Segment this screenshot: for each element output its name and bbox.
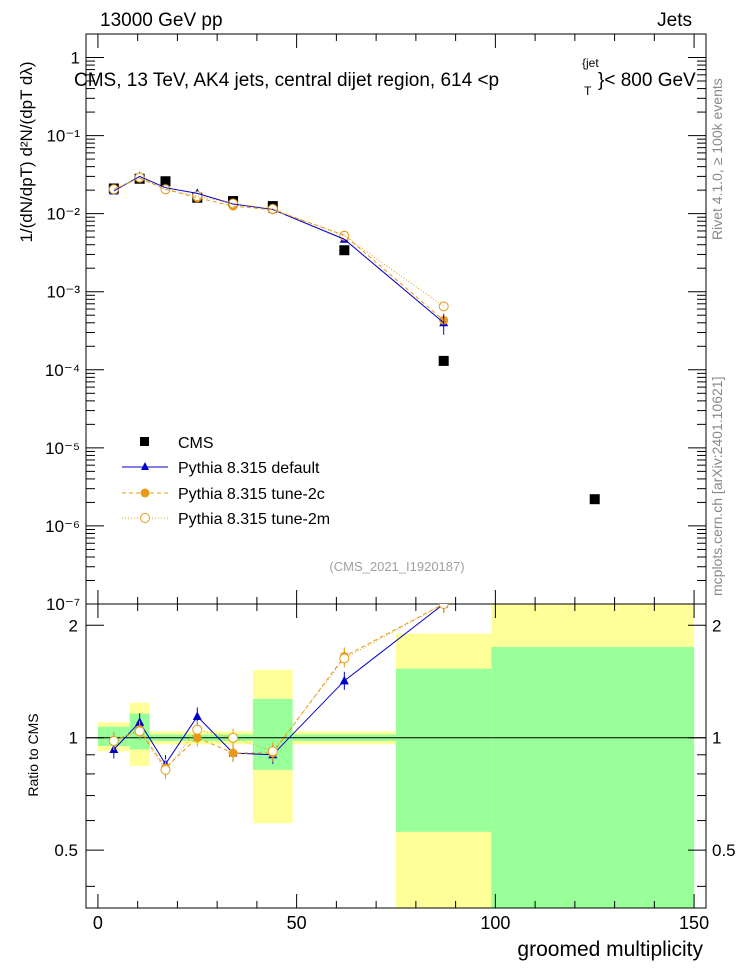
legend-label-cms: CMS bbox=[178, 435, 214, 452]
ylabel-main-text: 1/(dN/dpT) d²N/(dpT dλ) bbox=[17, 61, 36, 242]
ratio-point-3-2 bbox=[160, 764, 171, 775]
chart-title: CMS, 13 TeV, AK4 jets, central dijet reg… bbox=[74, 70, 499, 91]
legend-marker-tune2c bbox=[140, 488, 150, 498]
y-tick-label-ratio-right: 1 bbox=[712, 729, 721, 748]
main-point-0-7 bbox=[438, 355, 449, 366]
y-tick-label-ratio-right: 2 bbox=[712, 616, 721, 635]
main-line-1 bbox=[113, 175, 445, 324]
main-line-2 bbox=[113, 177, 445, 321]
x-tick-label: 0 bbox=[93, 913, 103, 933]
main-line-3 bbox=[113, 176, 444, 307]
ratio-point-3-0 bbox=[108, 735, 119, 746]
y-tick-label-main: 10⁻⁵ bbox=[45, 439, 80, 458]
legend-marker-cms bbox=[140, 437, 149, 446]
ratio-point-3-5 bbox=[267, 746, 278, 757]
analysis-watermark: (CMS_2021_I1920187) bbox=[329, 559, 464, 574]
ratio-point-3-7 bbox=[438, 604, 449, 609]
legend: CMS Pythia 8.315 default Pythia 8.315 tu… bbox=[122, 435, 330, 528]
main-point-3-1 bbox=[134, 172, 145, 183]
y-tick-label-ratio-right: 0.5 bbox=[712, 841, 736, 860]
green-band-7 bbox=[396, 668, 492, 832]
ratio-markers bbox=[108, 604, 449, 779]
x-tick-label: 150 bbox=[679, 913, 709, 933]
x-axis-label: groomed multiplicity bbox=[517, 938, 703, 961]
legend-marker-tune2m bbox=[140, 513, 150, 523]
header-jets: Jets bbox=[657, 10, 692, 31]
mcplots-label: mcplots.cern.ch [arXiv:2401.10621] bbox=[709, 377, 725, 596]
rivet-label: Rivet 4.1.0, ≥ 100k events bbox=[709, 78, 725, 240]
ratio-point-3-4 bbox=[228, 732, 239, 743]
ratio-point-3-6 bbox=[339, 653, 350, 664]
y-tick-label-main: 10⁻¹ bbox=[46, 127, 80, 146]
ratio-point-3-3 bbox=[192, 724, 203, 735]
ratio-point-3-1 bbox=[134, 726, 145, 737]
header-energy: 13000 GeV pp bbox=[100, 10, 223, 31]
main-point-0-8 bbox=[589, 494, 600, 505]
ratio-frame bbox=[85, 603, 707, 909]
main-point-3-7 bbox=[438, 301, 449, 312]
y-tick-label-ratio: 0.5 bbox=[54, 841, 78, 860]
y-tick-label-main: 1 bbox=[71, 49, 80, 68]
axes: 0 50 100 150 10⁻⁷ 10⁻⁶ 10⁻⁵ 10⁻⁴ 10⁻³ 10⁻² 10⁻¹ 1 0.… bbox=[45, 33, 736, 933]
series-markers bbox=[108, 171, 600, 779]
chart-title-end: }< 800 GeV bbox=[598, 70, 696, 91]
legend-marker-default bbox=[141, 462, 149, 470]
y-tick-label-main: 10⁻⁶ bbox=[45, 517, 80, 536]
main-point-0-2 bbox=[160, 176, 171, 187]
y-tick-label-main: 10⁻⁷ bbox=[46, 595, 80, 614]
ratio-uncertainty-bands bbox=[97, 604, 695, 908]
chart-title-sup: {jet bbox=[582, 56, 599, 70]
legend-label-tune2c: Pythia 8.315 tune-2c bbox=[178, 486, 325, 503]
y-tick-label-ratio: 2 bbox=[69, 616, 78, 635]
ratio-point-1-6 bbox=[339, 675, 349, 685]
y-tick-label-main: 10⁻⁴ bbox=[45, 361, 80, 380]
y-axis-label-main: 1/(dN/dpT) d²N/(dpT dλ) bbox=[17, 61, 36, 242]
y-tick-label-ratio: 1 bbox=[69, 729, 78, 748]
x-tick-label: 100 bbox=[480, 913, 510, 933]
ratio-line-2 bbox=[113, 604, 444, 769]
y-axis-label-ratio: Ratio to CMS bbox=[25, 713, 41, 796]
chart-title-sub: T bbox=[584, 84, 592, 98]
legend-label-tune2m: Pythia 8.315 tune-2m bbox=[178, 511, 330, 528]
y-tick-label-main: 10⁻² bbox=[46, 205, 80, 224]
main-point-0-6 bbox=[339, 245, 350, 256]
ratio-point-2-4 bbox=[228, 748, 238, 758]
y-tick-label-main: 10⁻³ bbox=[46, 283, 80, 302]
x-tick-label: 50 bbox=[287, 913, 307, 933]
ratio-point-1-3 bbox=[192, 711, 202, 720]
green-band-8 bbox=[491, 646, 695, 908]
legend-label-default: Pythia 8.315 default bbox=[178, 460, 320, 477]
